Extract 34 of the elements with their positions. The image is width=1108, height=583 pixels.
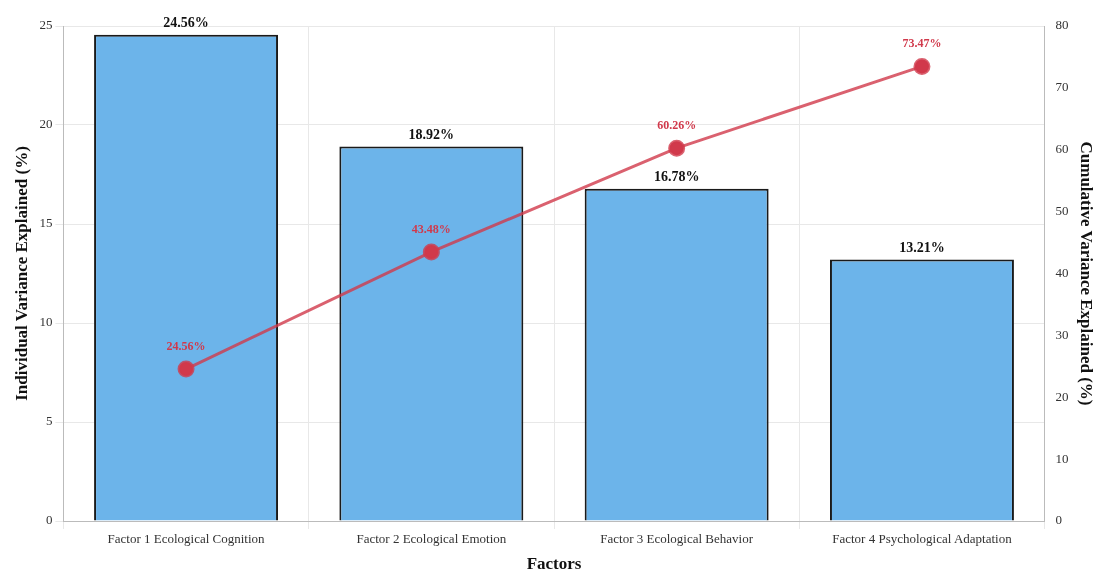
y2-tick-label: 40 bbox=[1055, 264, 1069, 280]
x-axis-title: Factors bbox=[526, 554, 582, 574]
x-tick-label: Factor 2 Ecological Emotion bbox=[356, 531, 507, 547]
point bbox=[422, 243, 440, 261]
y-tick-label: 0 bbox=[45, 512, 53, 528]
x-tick-label: Factor 4 Psychological Adaptation bbox=[832, 531, 1013, 547]
y2-tick-label: 60 bbox=[1055, 141, 1069, 157]
y2-tick-label: 70 bbox=[1055, 79, 1069, 95]
x-tick-label: Factor 1 Ecological Cognition bbox=[107, 531, 266, 547]
data-label: 43.48% bbox=[411, 222, 451, 237]
y-tick-label: 20 bbox=[39, 116, 53, 132]
data-label: 16.78% bbox=[653, 169, 700, 185]
y2-tick-label: 10 bbox=[1055, 450, 1069, 466]
data-label: 24.56% bbox=[163, 15, 209, 31]
y2-axis-title: Cumulative Variance Explained (%) bbox=[1077, 141, 1097, 406]
y-tick-label: 25 bbox=[39, 17, 53, 33]
point bbox=[913, 57, 931, 75]
point bbox=[177, 360, 195, 378]
data-label: 60.26% bbox=[657, 118, 697, 133]
data-label: 18.92% bbox=[408, 126, 455, 142]
data-label: 13.21% bbox=[899, 240, 945, 256]
y2-tick-label: 80 bbox=[1055, 17, 1069, 33]
y-axis-title: Individual Variance Explained (%) bbox=[11, 146, 31, 401]
y2-tick-label: 20 bbox=[1055, 388, 1069, 404]
y2-tick-label: 50 bbox=[1055, 203, 1069, 219]
y-tick-label: 5 bbox=[45, 413, 53, 429]
y-tick-label: 10 bbox=[39, 314, 53, 330]
x-tick-label: Factor 3 Ecological Behavior bbox=[600, 531, 754, 547]
y-tick-label: 15 bbox=[39, 215, 53, 231]
y2-tick-label: 0 bbox=[1055, 512, 1063, 528]
y2-tick-label: 30 bbox=[1055, 326, 1069, 342]
point bbox=[668, 139, 686, 157]
data-label: 24.56% bbox=[166, 339, 206, 354]
data-label: 73.47% bbox=[902, 36, 942, 51]
